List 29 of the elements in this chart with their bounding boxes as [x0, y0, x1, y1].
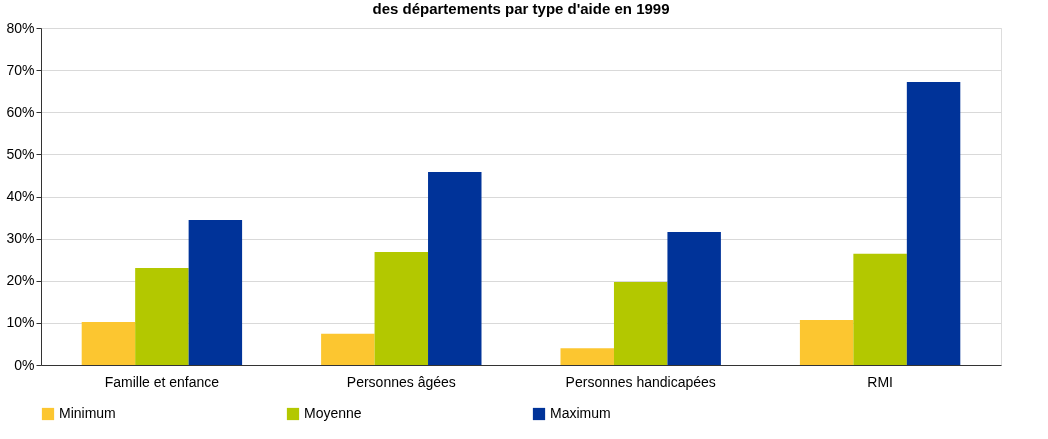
- y-tick-label: 40%: [6, 188, 35, 204]
- bar: [799, 319, 854, 365]
- bar: [428, 172, 482, 365]
- bar: [321, 333, 375, 365]
- legend-label: Maximum: [550, 405, 611, 421]
- bar: [560, 348, 614, 365]
- bar: [188, 220, 243, 365]
- bar: [667, 231, 721, 365]
- y-tick-label: 20%: [6, 272, 35, 289]
- x-tick-label: RMI: [867, 373, 893, 390]
- y-tick-label: 50%: [6, 145, 35, 162]
- y-tick-label: 70%: [6, 61, 35, 78]
- legend-label: Minimum: [59, 405, 116, 421]
- x-tick-label: Famille et enfance: [104, 373, 220, 390]
- y-tick-label: 30%: [6, 230, 35, 247]
- x-tick-label: Personnes handicapées: [565, 373, 716, 390]
- bar: [613, 282, 668, 365]
- bar: [853, 253, 907, 365]
- bar: [906, 81, 961, 365]
- y-tick-label: 60%: [6, 103, 35, 120]
- x-tick-label: Personnes âgées: [346, 373, 456, 390]
- y-tick-label: 0%: [14, 356, 35, 373]
- chart-title: des départements par type d'aide en 1999: [372, 0, 670, 17]
- bar: [135, 268, 189, 365]
- bar: [374, 252, 429, 365]
- legend-label: Moyenne: [304, 405, 362, 421]
- y-tick-label: 80%: [6, 19, 35, 36]
- bar: [81, 322, 136, 365]
- y-tick-label: 10%: [6, 314, 35, 331]
